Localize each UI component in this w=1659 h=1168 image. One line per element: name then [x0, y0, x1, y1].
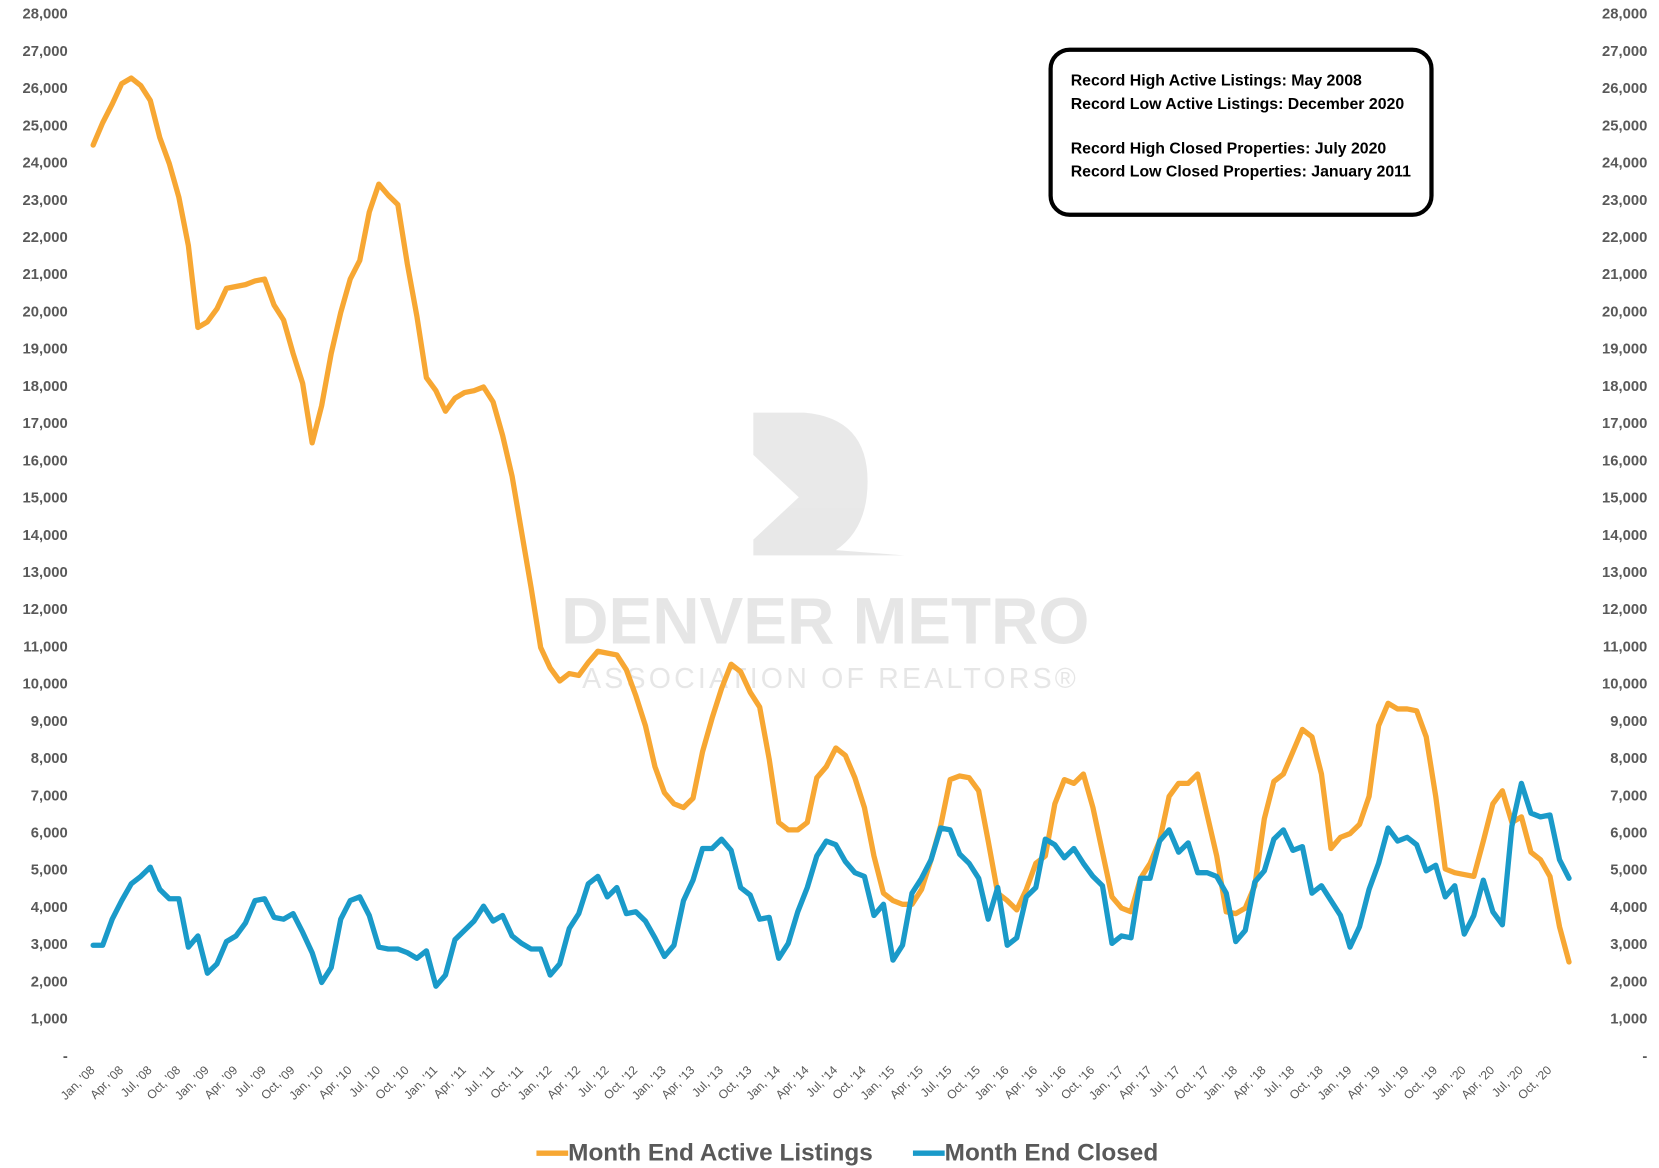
y-tick-label: 9,000: [31, 714, 68, 730]
y-tick-label: 25,000: [22, 118, 67, 134]
annotation: Record High Closed Properties: July 2020: [1071, 140, 1387, 157]
y2-tick-label: 8,000: [1610, 751, 1647, 767]
y2-tick-label: 9,000: [1610, 714, 1647, 730]
y-tick-label: 16,000: [22, 453, 67, 469]
y-tick-label: 4,000: [31, 900, 68, 916]
y-tick-label: 21,000: [22, 267, 67, 283]
y2-tick-label: 25,000: [1602, 118, 1647, 134]
y2-tick-label: 27,000: [1602, 44, 1647, 60]
y-tick-label: 8,000: [31, 751, 68, 767]
legend-label: Month End Active Listings: [568, 1140, 873, 1167]
y-tick-label: -: [63, 1049, 68, 1065]
y-tick-label: 2,000: [31, 974, 68, 990]
y-tick-label: 23,000: [22, 193, 67, 209]
watermark-subtitle: ASSOCIATION OF REALTORS®: [582, 663, 1079, 695]
y2-tick-label: 6,000: [1610, 826, 1647, 842]
y-tick-label: 19,000: [22, 342, 67, 358]
y2-tick-label: 3,000: [1610, 937, 1647, 953]
watermark-title: DENVER METRO: [561, 585, 1089, 658]
y-tick-label: 10,000: [22, 677, 67, 693]
y2-tick-label: 13,000: [1602, 565, 1647, 581]
y2-tick-label: 15,000: [1602, 491, 1647, 507]
annotation: Record Low Closed Properties: January 20…: [1071, 164, 1411, 181]
annotation: Record High Active Listings: May 2008: [1071, 73, 1362, 90]
y2-tick-label: 16,000: [1602, 453, 1647, 469]
y-tick-label: 20,000: [22, 304, 67, 320]
y2-tick-label: 2,000: [1610, 974, 1647, 990]
y2-tick-label: 21,000: [1602, 267, 1647, 283]
annotation: Record Low Active Listings: December 202…: [1071, 96, 1405, 113]
y2-tick-label: 4,000: [1610, 900, 1647, 916]
y-tick-label: 18,000: [22, 379, 67, 395]
y-tick-label: 7,000: [31, 788, 68, 804]
y2-tick-label: 17,000: [1602, 416, 1647, 432]
y2-tick-label: 23,000: [1602, 193, 1647, 209]
y-tick-label: 28,000: [22, 7, 67, 23]
y2-tick-label: 22,000: [1602, 230, 1647, 246]
y2-tick-label: 19,000: [1602, 342, 1647, 358]
y2-tick-label: 26,000: [1602, 81, 1647, 97]
y2-tick-label: 20,000: [1602, 304, 1647, 320]
watermark-logo: [753, 412, 905, 556]
y-tick-label: 3,000: [31, 937, 68, 953]
y-tick-label: 5,000: [31, 863, 68, 879]
y2-tick-label: 7,000: [1610, 788, 1647, 804]
y2-tick-label: 5,000: [1610, 863, 1647, 879]
y-tick-label: 15,000: [22, 491, 67, 507]
y-tick-label: 24,000: [22, 156, 67, 172]
y2-tick-label: -: [1642, 1049, 1647, 1065]
y2-tick-label: 28,000: [1602, 7, 1647, 23]
annotation-box: [1048, 47, 1434, 217]
y2-tick-label: 10,000: [1602, 677, 1647, 693]
x-tick-label: Apr, '11: [431, 1063, 469, 1101]
y2-tick-label: 14,000: [1602, 528, 1647, 544]
y2-tick-label: 12,000: [1602, 602, 1647, 618]
y-tick-label: 17,000: [22, 416, 67, 432]
y-tick-label: 14,000: [22, 528, 67, 544]
y2-tick-label: 24,000: [1602, 156, 1647, 172]
y2-tick-label: 1,000: [1610, 1012, 1647, 1028]
series-line: [90, 780, 1572, 989]
y-tick-label: 22,000: [22, 230, 67, 246]
y-tick-label: 1,000: [31, 1012, 68, 1028]
legend-label: Month End Closed: [945, 1140, 1159, 1167]
y-tick-label: 12,000: [22, 602, 67, 618]
y-tick-label: 13,000: [22, 565, 67, 581]
legend: Month End Active Listings Month End Close…: [536, 1140, 1158, 1167]
watermark: DENVER METRO ASSOCIATION OF REALTORS®: [561, 412, 1089, 695]
y2-tick-label: 18,000: [1602, 379, 1647, 395]
y-tick-label: 26,000: [22, 81, 67, 97]
series-line: [90, 75, 1572, 965]
y-tick-label: 27,000: [22, 44, 67, 60]
y2-tick-label: 11,000: [1603, 639, 1647, 655]
y-tick-label: 11,000: [23, 639, 67, 655]
y-tick-label: 6,000: [31, 826, 68, 842]
